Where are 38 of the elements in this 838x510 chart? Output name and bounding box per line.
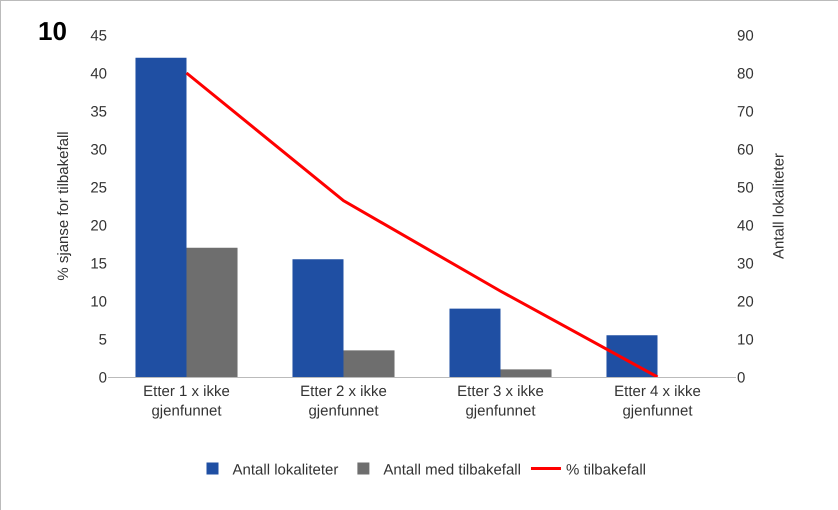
y2-tick-label: 10 (737, 331, 754, 348)
x-tick-label: Etter 2 x ikke gjenfunnet (300, 383, 387, 420)
y2-tick-label: 30 (737, 255, 754, 272)
legend-label: % tilbakefall (566, 461, 646, 478)
x-tick-label: Etter 4 x ikke gjenfunnet (614, 383, 701, 420)
y-tick-label: 20 (90, 217, 107, 234)
bar (606, 335, 658, 377)
x-tick-label: Etter 3 x ikke gjenfunnet (457, 383, 544, 420)
y2-tick-label: 50 (737, 179, 754, 196)
y-tick-label: 5 (98, 331, 107, 348)
y2-tick-label: 80 (737, 65, 754, 82)
bar (344, 350, 395, 377)
bar (500, 369, 552, 377)
y-tick-label: 35 (90, 103, 107, 120)
y2-tick-label: 40 (737, 217, 754, 234)
y-tick-label: 40 (90, 65, 107, 82)
y2-tick-label: 90 (737, 27, 754, 44)
line-series (185, 72, 659, 377)
y-tick-label: 25 (90, 179, 107, 196)
bar (292, 259, 344, 377)
legend-label: Antall med tilbakefall (383, 461, 521, 478)
y-tick-label: 10 (90, 293, 107, 310)
y2-tick-label: 70 (737, 103, 754, 120)
bar (135, 58, 186, 377)
y2-tick-label: 20 (737, 293, 754, 310)
y2-tick-label: 60 (737, 141, 754, 158)
legend-label: Antall lokaliteter (232, 461, 338, 478)
y2-tick-label: 0 (737, 369, 746, 386)
y-tick-label: 15 (90, 255, 107, 272)
y-tick-label: 45 (90, 27, 107, 44)
bar (449, 308, 500, 377)
y-axis-title: % sjanse for tilbakefall (55, 131, 72, 281)
y-tick-label: 30 (90, 141, 107, 158)
text: 10 (38, 16, 67, 46)
y-tick-label: 0 (98, 369, 107, 386)
bar (186, 248, 238, 377)
y2-axis-title: Antall lokaliteter (770, 153, 788, 259)
x-tick-label: Etter 1 x ikke gjenfunnet (143, 383, 230, 420)
